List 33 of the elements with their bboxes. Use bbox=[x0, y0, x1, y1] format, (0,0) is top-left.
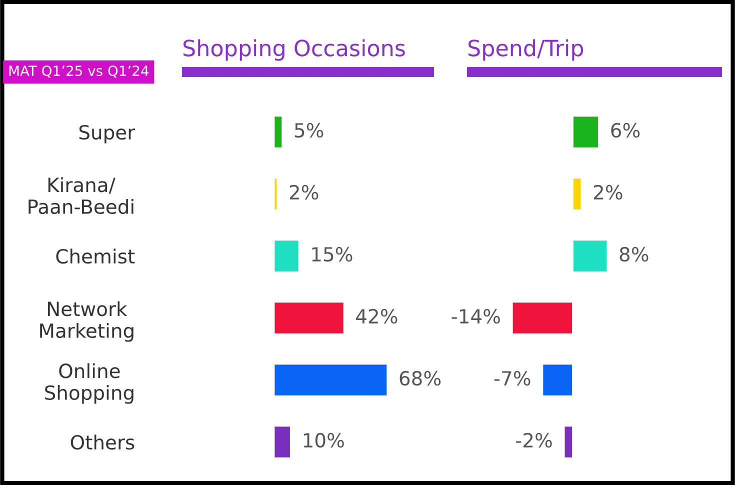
bar bbox=[572, 239, 608, 273]
data-label: -14% bbox=[452, 308, 500, 324]
y-tick-label: Chemist bbox=[56, 248, 135, 264]
y-tick-label: Network Marketing bbox=[40, 301, 134, 342]
text: MAT Q1’25 vs Q1’24 bbox=[9, 66, 149, 78]
bar bbox=[274, 363, 388, 397]
chart-title: Spend/Trip bbox=[468, 39, 584, 61]
y-tick-label: Kirana/ Paan-Beedi bbox=[28, 177, 134, 214]
bar bbox=[572, 115, 600, 149]
y-tick-label: Super bbox=[79, 124, 136, 144]
data-label: 42% bbox=[356, 308, 398, 324]
data-label: -2% bbox=[516, 432, 552, 448]
data-label: 15% bbox=[312, 246, 352, 262]
bar bbox=[274, 177, 278, 211]
bar bbox=[511, 301, 574, 335]
data-label: 68% bbox=[400, 370, 441, 386]
y-tick-label: Others bbox=[70, 434, 134, 450]
data-label: 2% bbox=[594, 184, 622, 200]
chart-title: Shopping Occasions bbox=[183, 39, 405, 61]
bar bbox=[563, 425, 574, 459]
data-label: 10% bbox=[304, 432, 344, 448]
data-label: 5% bbox=[294, 122, 324, 138]
data-label: -7% bbox=[494, 370, 530, 386]
bar bbox=[274, 425, 292, 459]
bar bbox=[274, 301, 345, 335]
data-label: 2% bbox=[290, 184, 318, 200]
y-tick-label: Online Shopping bbox=[45, 363, 134, 404]
bar bbox=[274, 239, 300, 273]
data-label: 8% bbox=[620, 246, 648, 262]
bar bbox=[572, 177, 582, 211]
bar bbox=[542, 363, 574, 397]
data-label: 6% bbox=[611, 122, 640, 138]
bar bbox=[274, 115, 284, 149]
